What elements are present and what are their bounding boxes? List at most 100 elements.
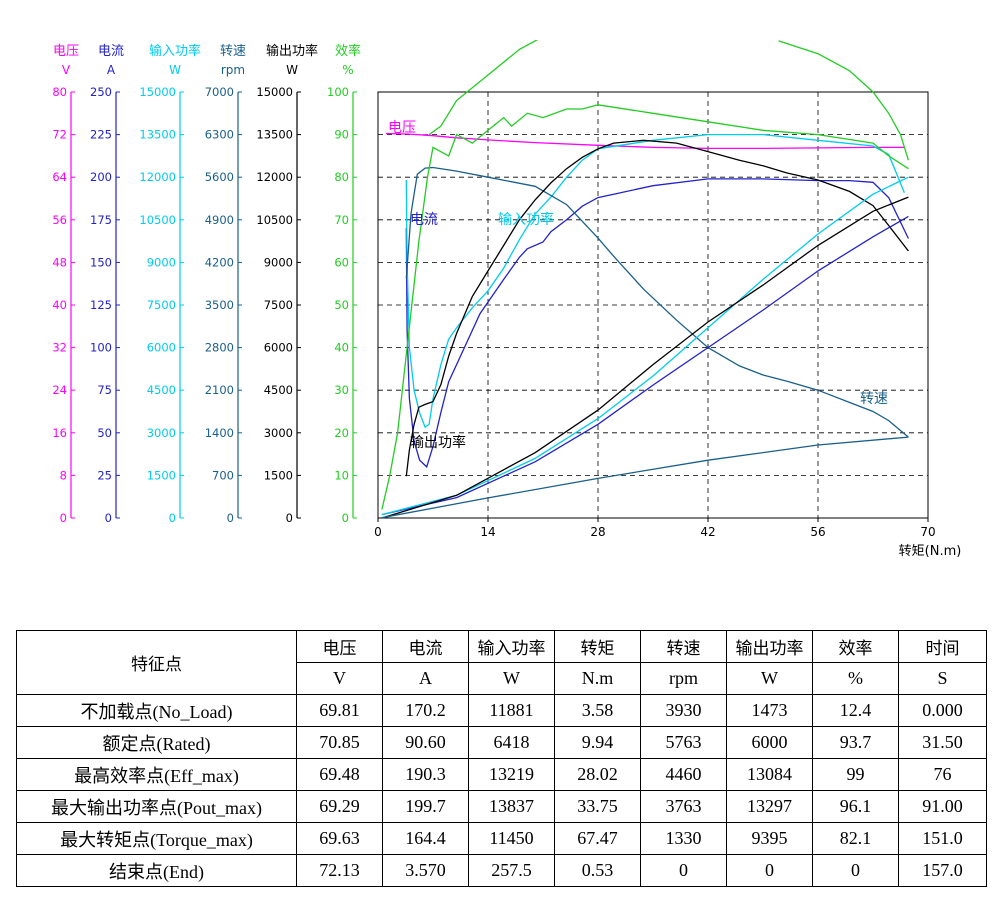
y-tick-label: 0 [286, 511, 293, 525]
y-axis-unit: W [169, 63, 181, 77]
series-label: 输出功率 [410, 434, 466, 451]
y-axis-title: 效率 [335, 43, 361, 59]
header-feature-point: 特征点 [16, 630, 297, 695]
unit-efficiency: % [812, 662, 899, 695]
plot-grid: 0 14 28 42 56 70 [374, 91, 936, 539]
y-axis-unit: W [286, 63, 298, 77]
series-line-转速 [405, 166, 909, 438]
table-cell: 90.60 [382, 726, 469, 759]
unit-current: A [382, 662, 469, 695]
x-tick-label: 28 [590, 525, 605, 539]
y-axis-unit: rpm [221, 63, 245, 77]
y-tick-label: 90 [334, 128, 349, 142]
y-tick-label: 9000 [147, 255, 176, 269]
table-row: 最高效率点(Eff_max) 69.48 190.3 13219 28.02 4… [16, 758, 987, 791]
series-label: 电流 [410, 212, 438, 228]
unit-torque: N.m [554, 662, 641, 695]
table-cell: 6000 [726, 726, 813, 759]
table-cell: 3.58 [554, 694, 641, 727]
table-cell: 13084 [726, 758, 813, 791]
y-axis-title: 电压 [53, 44, 79, 59]
unit-voltage: V [296, 662, 383, 695]
y-tick-label: 64 [52, 170, 67, 184]
table-cell: 6418 [468, 726, 555, 759]
table-cell: 0.53 [554, 854, 641, 887]
x-axis-label: 转矩(N.m) [899, 544, 962, 559]
x-tick-label: 70 [920, 525, 935, 539]
series-label: 输入功率 [498, 211, 554, 228]
y-axis-unit: V [62, 63, 71, 77]
table-cell: 170.2 [382, 694, 469, 727]
header-efficiency: 效率 [812, 630, 899, 663]
y-axis-title: 电流 [98, 44, 124, 59]
y-axis-title: 输出功率 [266, 43, 318, 59]
table-cell: 3930 [640, 694, 727, 727]
table-cell: 9395 [726, 822, 813, 855]
x-tick-label: 56 [810, 525, 825, 539]
series-line-效率-upper [428, 40, 539, 136]
y-tick-label: 225 [90, 128, 112, 142]
series-line-转速-linear [381, 436, 909, 519]
x-tick-label: 42 [700, 525, 715, 539]
row-feature-name: 最高效率点(Eff_max) [16, 758, 297, 791]
y-tick-label: 2100 [205, 383, 234, 397]
unit-time: S [898, 662, 987, 695]
y-tick-label: 13500 [256, 128, 293, 142]
row-feature-name: 最大转矩点(Torque_max) [16, 822, 297, 855]
series-lines [381, 40, 910, 519]
y-tick-label: 12000 [256, 170, 293, 184]
header-voltage: 电压 [296, 630, 383, 663]
y-tick-label: 100 [327, 85, 349, 99]
table-cell: 76 [898, 758, 987, 791]
table-cell: 69.63 [296, 822, 383, 855]
y-axis-A: 电流 A 0 25 50 75 100 125 150 175 200 225 250 [90, 44, 124, 525]
series-line-电压 [385, 132, 905, 150]
table-cell: 13297 [726, 790, 813, 823]
y-tick-label: 150 [90, 255, 112, 269]
y-tick-label: 24 [52, 383, 67, 397]
y-tick-label: 6000 [147, 341, 176, 355]
table-cell: 13837 [468, 790, 555, 823]
y-tick-label: 56 [52, 213, 67, 227]
table-cell: 0 [726, 854, 813, 887]
series-line-输出功率-linear [381, 196, 909, 519]
y-tick-label: 0 [60, 511, 67, 525]
table-cell: 3.570 [382, 854, 469, 887]
table-row: 结束点(End) 72.13 3.570 257.5 0.53 0 0 0 15… [16, 854, 987, 887]
table-cell: 190.3 [382, 758, 469, 791]
y-tick-label: 30 [334, 383, 349, 397]
table-cell: 11450 [468, 822, 555, 855]
y-tick-label: 15000 [139, 85, 176, 99]
y-tick-label: 40 [52, 298, 67, 312]
x-tick-label: 14 [480, 525, 495, 539]
y-tick-label: 4500 [147, 383, 176, 397]
y-tick-label: 6300 [205, 128, 234, 142]
y-tick-label: 75 [97, 383, 112, 397]
table-cell: 12.4 [812, 694, 899, 727]
table-cell: 96.1 [812, 790, 899, 823]
y-tick-label: 0 [105, 511, 112, 525]
table-cell: 0 [812, 854, 899, 887]
table-cell: 11881 [468, 694, 555, 727]
table-cell: 91.00 [898, 790, 987, 823]
y-tick-label: 12000 [139, 170, 176, 184]
series-label: 转速 [860, 391, 888, 407]
header-time: 时间 [898, 630, 987, 663]
table-cell: 67.47 [554, 822, 641, 855]
row-feature-name: 不加载点(No_Load) [16, 694, 297, 727]
y-tick-label: 16 [52, 426, 67, 440]
y-tick-label: 32 [52, 341, 67, 355]
unit-input-power: W [468, 662, 555, 695]
header-input-power: 输入功率 [468, 630, 555, 663]
table-cell: 13219 [468, 758, 555, 791]
y-axis-W: 输出功率 W 0 1500 3000 4500 6000 7500 9000 10500 12000… [256, 43, 318, 525]
y-tick-label: 10500 [139, 213, 176, 227]
y-tick-label: 0 [169, 511, 176, 525]
table-cell: 69.48 [296, 758, 383, 791]
table-cell: 69.81 [296, 694, 383, 727]
table-cell: 72.13 [296, 854, 383, 887]
y-tick-label: 0 [227, 511, 234, 525]
table-cell: 82.1 [812, 822, 899, 855]
series-line-输入功率-linear [381, 176, 909, 516]
